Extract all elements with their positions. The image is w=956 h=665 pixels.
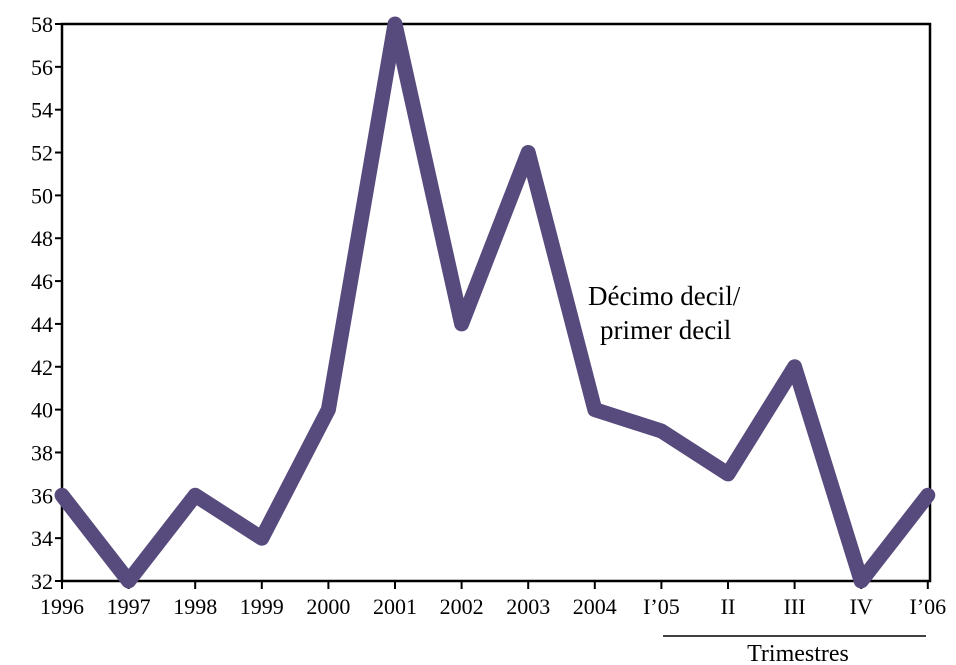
y-tick-label: 44 [31, 312, 53, 337]
y-tick-label: 32 [31, 569, 53, 594]
y-tick-label: 48 [31, 226, 53, 251]
data-point [793, 365, 796, 368]
data-point [593, 408, 596, 411]
x-tick-label: 1999 [240, 594, 284, 619]
data-point [327, 408, 330, 411]
y-tick-label: 36 [31, 483, 53, 508]
data-point [660, 430, 663, 433]
data-point [460, 322, 463, 325]
series-line [54, 16, 936, 589]
data-point [727, 472, 729, 475]
y-tick-label: 50 [31, 183, 53, 208]
x-tick-label: 2003 [506, 594, 550, 619]
data-point [61, 494, 63, 497]
series-annotation-line-2: primer decil [600, 315, 731, 345]
x-tick-label: I’05 [643, 594, 680, 619]
data-point [926, 494, 929, 497]
x-tick-label: 2000 [306, 594, 350, 619]
y-tick-label: 58 [31, 12, 53, 37]
x-tick-label: III [784, 594, 806, 619]
y-tick-label: 40 [31, 398, 53, 423]
trimestres-label: Trimestres [747, 641, 849, 665]
data-point [127, 580, 130, 582]
x-tick-label: 2001 [373, 594, 417, 619]
plot-frame [60, 22, 932, 583]
y-tick-label: 38 [31, 440, 53, 465]
data-point [260, 537, 263, 540]
x-tick-label: 1996 [40, 594, 84, 619]
axes [60, 22, 932, 583]
x-tick-label: 1998 [173, 594, 217, 619]
x-axis-ticks: 1996 1997 1998 1999 2000 2001 2002 2003 2004 I’05… [40, 581, 946, 619]
data-point [394, 23, 396, 25]
x-tick-label: 2004 [573, 594, 617, 619]
x-tick-label: 2002 [440, 594, 484, 619]
data-point [860, 580, 863, 582]
x-tick-label: IV [850, 594, 873, 619]
data-point [527, 151, 530, 154]
y-tick-label: 52 [31, 141, 53, 166]
data-point [194, 494, 197, 497]
y-tick-label: 34 [31, 526, 53, 551]
x-tick-label: 1997 [107, 594, 151, 619]
y-tick-label: 56 [31, 55, 53, 80]
y-tick-label: 46 [31, 269, 53, 294]
y-tick-label: 54 [31, 98, 53, 123]
series-annotation-line-1: Décimo decil/ [588, 281, 741, 311]
y-axis-ticks: 32 34 36 38 40 42 44 46 48 50 52 54 56 58 [31, 12, 62, 594]
series-layer [54, 16, 936, 589]
x-tick-label: I’06 [909, 594, 946, 619]
y-tick-label: 42 [31, 355, 53, 380]
x-tick-label: II [721, 594, 736, 619]
